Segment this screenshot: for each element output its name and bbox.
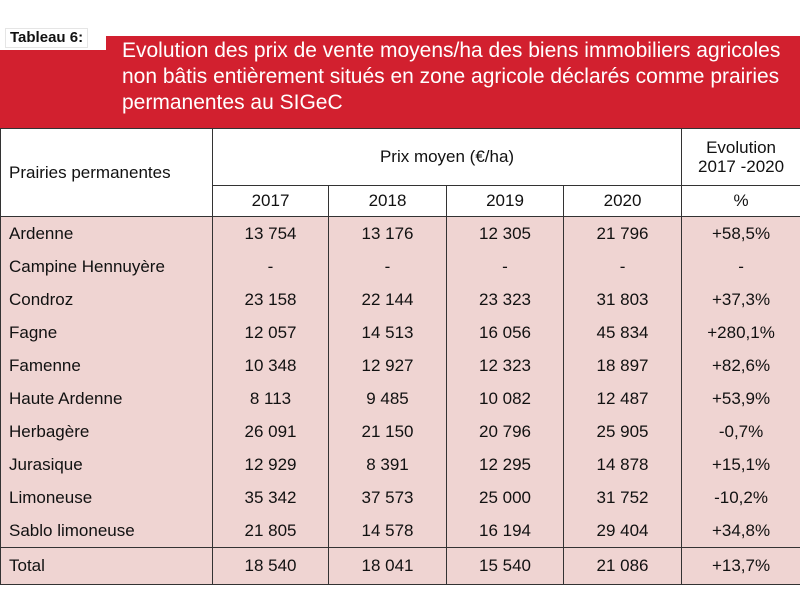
evolution-cell: +82,6% <box>681 349 800 382</box>
price-cell: 13 754 <box>212 216 329 250</box>
region-name: Limoneuse <box>0 481 213 514</box>
price-cell: 16 194 <box>446 514 564 548</box>
price-table: Prairies permanentes Prix moyen (€/ha) E… <box>0 128 800 585</box>
table-row: Campine Hennuyère - - - - - <box>0 250 800 283</box>
evolution-cell: +37,3% <box>681 283 800 316</box>
price-cell: 12 057 <box>212 316 329 349</box>
price-cell: 29 404 <box>562 514 683 548</box>
title-banner <box>0 36 800 128</box>
total-cell: 18 540 <box>212 547 329 585</box>
price-cell: 21 805 <box>212 514 329 548</box>
price-cell: 31 752 <box>562 481 683 514</box>
evolution-cell: -10,2% <box>681 481 800 514</box>
price-cell: 8 113 <box>212 382 329 415</box>
price-cell: 14 513 <box>328 316 447 349</box>
evolution-cell: +53,9% <box>681 382 800 415</box>
table-row: Ardenne 13 754 13 176 12 305 21 796 +58,5% <box>0 216 800 250</box>
total-evolution: +13,7% <box>681 547 800 585</box>
price-cell: 9 485 <box>328 382 447 415</box>
region-name: Famenne <box>0 349 213 382</box>
price-cell: 12 487 <box>562 382 683 415</box>
table-title: Evolution des prix de vente moyens/ha de… <box>122 39 781 114</box>
total-cell: 15 540 <box>446 547 564 585</box>
region-name: Ardenne <box>0 216 213 250</box>
total-cell: 21 086 <box>562 547 683 585</box>
table-row: Famenne 10 348 12 927 12 323 18 897 +82,6% <box>0 349 800 382</box>
price-cell: 26 091 <box>212 415 329 448</box>
price-cell: 35 342 <box>212 481 329 514</box>
region-name: Condroz <box>0 283 213 316</box>
price-cell: 45 834 <box>562 316 683 349</box>
price-cell: 23 158 <box>212 283 329 316</box>
price-cell: 14 878 <box>562 448 683 481</box>
table-body: Ardenne 13 754 13 176 12 305 21 796 +58,5% Cam… <box>0 216 800 548</box>
price-group-header: Prix moyen (€/ha) <box>211 128 683 186</box>
price-cell: 12 927 <box>328 349 447 382</box>
total-cell: 18 041 <box>328 547 447 585</box>
price-cell: 21 796 <box>562 216 683 250</box>
table-row: Limoneuse 35 342 37 573 25 000 31 752 -10,2% <box>0 481 800 514</box>
price-cell: 14 578 <box>328 514 447 548</box>
table-row: Condroz 23 158 22 144 23 323 31 803 +37,3% <box>0 283 800 316</box>
price-cell: 12 929 <box>212 448 329 481</box>
table-label: Tableau 6: <box>5 28 89 48</box>
price-cell: 12 323 <box>446 349 564 382</box>
table-row: Sablo limoneuse 21 805 14 578 16 194 29 404 +… <box>0 514 800 548</box>
region-name: Herbagère <box>0 415 213 448</box>
evolution-header: Evolution 2017 -2020 <box>681 128 800 186</box>
year-header: 2017 <box>212 185 329 217</box>
table-row: Fagne 12 057 14 513 16 056 45 834 +280,1% <box>0 316 800 349</box>
price-cell: 16 056 <box>446 316 564 349</box>
region-name: Fagne <box>0 316 213 349</box>
price-cell: 31 803 <box>562 283 683 316</box>
table-row: Haute Ardenne 8 113 9 485 10 082 12 487 +53,9… <box>0 382 800 415</box>
year-header: 2019 <box>446 185 564 217</box>
evolution-cell: -0,7% <box>681 415 800 448</box>
evolution-header-line1: Evolution <box>706 138 777 157</box>
price-cell: - <box>562 250 683 283</box>
region-name: Jurasique <box>0 448 213 481</box>
table-row: Jurasique 12 929 8 391 12 295 14 878 +15,1% <box>0 448 800 481</box>
total-row: Total 18 540 18 041 15 540 21 086 +13,7% <box>0 547 800 585</box>
evolution-cell: - <box>681 250 800 283</box>
total-label: Total <box>0 547 213 585</box>
row-label-header: Prairies permanentes <box>0 128 213 217</box>
year-header: 2018 <box>328 185 447 217</box>
region-name: Haute Ardenne <box>0 382 213 415</box>
evolution-cell: +15,1% <box>681 448 800 481</box>
price-cell: 13 176 <box>328 216 447 250</box>
price-cell: - <box>212 250 329 283</box>
price-cell: 25 905 <box>562 415 683 448</box>
price-cell: - <box>328 250 447 283</box>
price-cell: - <box>446 250 564 283</box>
region-name: Campine Hennuyère <box>0 250 213 283</box>
price-cell: 20 796 <box>446 415 564 448</box>
evolution-header-line2: 2017 -2020 <box>698 157 785 176</box>
price-cell: 23 323 <box>446 283 564 316</box>
price-cell: 8 391 <box>328 448 447 481</box>
evolution-cell: +58,5% <box>681 216 800 250</box>
year-header: 2020 <box>562 185 683 217</box>
evolution-unit-header: % <box>681 185 800 217</box>
price-cell: 12 295 <box>446 448 564 481</box>
evolution-cell: +280,1% <box>681 316 800 349</box>
price-cell: 25 000 <box>446 481 564 514</box>
evolution-cell: +34,8% <box>681 514 800 548</box>
price-cell: 37 573 <box>328 481 447 514</box>
price-cell: 10 082 <box>446 382 564 415</box>
price-cell: 10 348 <box>212 349 329 382</box>
price-cell: 22 144 <box>328 283 447 316</box>
price-cell: 12 305 <box>446 216 564 250</box>
table-row: Herbagère 26 091 21 150 20 796 25 905 -0,7% <box>0 415 800 448</box>
price-cell: 21 150 <box>328 415 447 448</box>
price-cell: 18 897 <box>562 349 683 382</box>
region-name: Sablo limoneuse <box>0 514 213 548</box>
